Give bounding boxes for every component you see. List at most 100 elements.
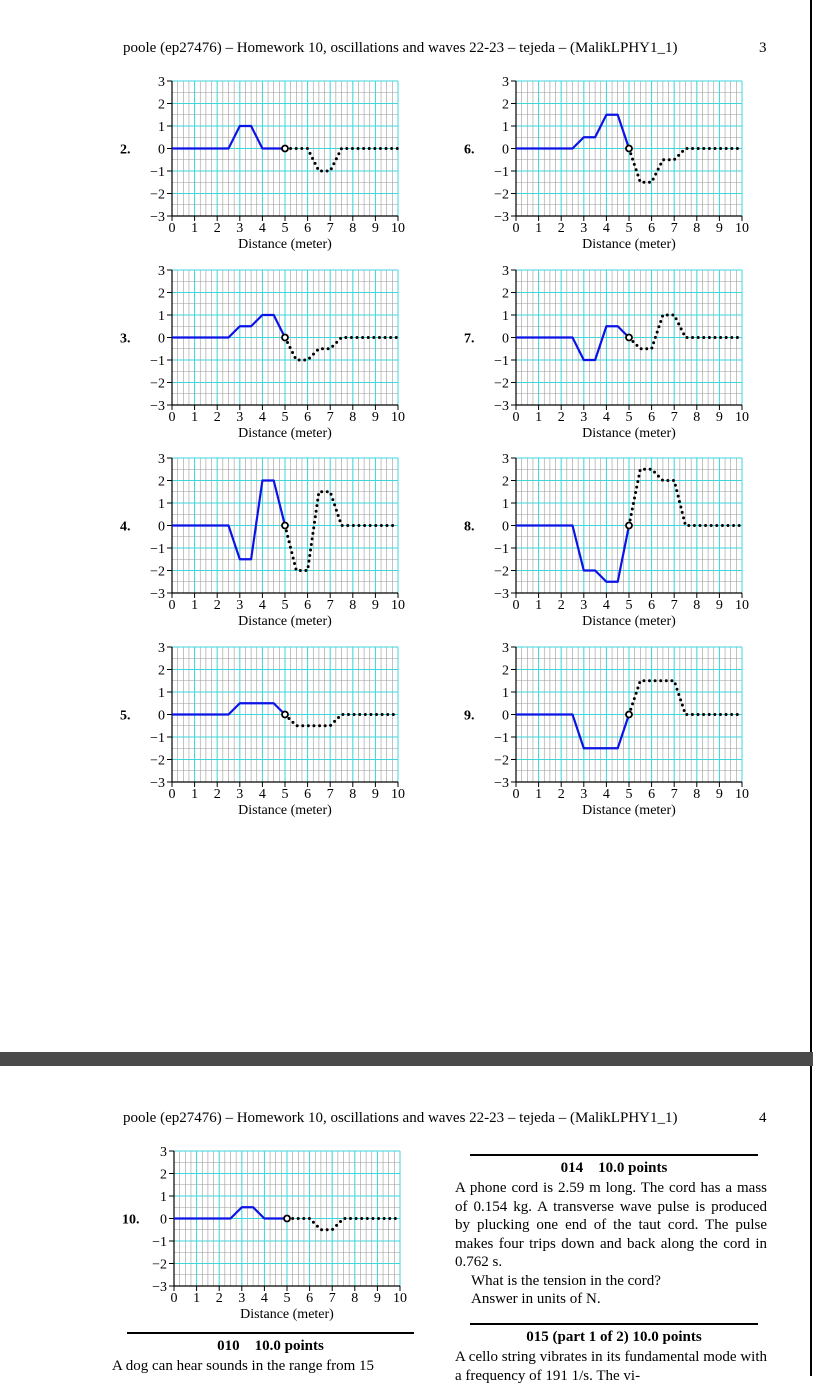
rule [470, 1323, 758, 1325]
x-tick-label: 4 [603, 787, 610, 802]
y-tick-label: 2 [158, 287, 165, 302]
problem-label: 10. [122, 1213, 140, 1228]
problem-body: A cello string vibrates in its fundament… [455, 1348, 767, 1385]
x-tick-label: 7 [327, 410, 334, 425]
x-tick-label: 1 [191, 221, 198, 236]
x-tick-label: 10 [391, 221, 405, 236]
x-tick-label: 9 [372, 598, 379, 613]
problem-label: 7. [464, 332, 475, 347]
y-tick-label: 3 [158, 264, 165, 279]
y-tick-label: −2 [494, 188, 509, 203]
y-tick-label: −3 [150, 399, 165, 414]
y-tick-label: 1 [502, 120, 509, 135]
rule [470, 1154, 758, 1156]
x-tick-label: 1 [191, 410, 198, 425]
x-tick-label: 5 [626, 598, 633, 613]
x-tick-label: 8 [693, 787, 700, 802]
y-tick-label: 2 [158, 475, 165, 490]
x-tick-label: 5 [284, 1291, 291, 1306]
x-tick-label: 0 [169, 598, 176, 613]
x-tick-label: 7 [327, 598, 334, 613]
x-tick-label: 3 [580, 410, 587, 425]
y-tick-label: 3 [502, 452, 509, 467]
x-tick-label: 3 [236, 410, 243, 425]
problem-label: 5. [120, 709, 131, 724]
x-tick-label: 10 [391, 787, 405, 802]
x-tick-label: 0 [513, 598, 520, 613]
x-tick-label: 1 [535, 221, 542, 236]
x-tick-label: 0 [169, 221, 176, 236]
problem-heading: 014 10.0 points [470, 1160, 758, 1177]
x-tick-label: 2 [214, 598, 221, 613]
x-tick-label: 6 [306, 1291, 313, 1306]
y-tick-label: −3 [494, 776, 509, 791]
x-tick-label: 4 [259, 787, 266, 802]
x-tick-label: 8 [349, 221, 356, 236]
y-tick-label: 2 [502, 664, 509, 679]
point-marker [625, 710, 633, 719]
x-tick-label: 3 [580, 787, 587, 802]
x-tick-label: 5 [626, 787, 633, 802]
x-tick-label: 4 [259, 410, 266, 425]
point-marker [625, 144, 633, 153]
page-edge [810, 0, 812, 1052]
x-tick-label: 1 [193, 1291, 200, 1306]
x-tick-label: 2 [558, 787, 565, 802]
x-tick-label: 6 [648, 598, 655, 613]
problem-heading: 015 (part 1 of 2) 10.0 points [470, 1329, 758, 1346]
problem-body: A phone cord is 2.59 m long. The cord ha… [455, 1179, 767, 1309]
problem-heading: 010 10.0 points [127, 1338, 414, 1355]
x-tick-label: 3 [580, 598, 587, 613]
y-tick-label: 2 [502, 98, 509, 113]
y-tick-label: 0 [502, 332, 509, 347]
y-tick-label: 1 [502, 686, 509, 701]
x-tick-label: 0 [513, 787, 520, 802]
x-tick-label: 7 [671, 410, 678, 425]
x-tick-label: 2 [214, 787, 221, 802]
x-tick-label: 10 [393, 1291, 407, 1306]
problem-label: 2. [120, 143, 131, 158]
x-tick-label: 6 [304, 410, 311, 425]
y-tick-label: 3 [160, 1145, 167, 1160]
page-number: 3 [759, 40, 767, 56]
x-tick-label: 1 [191, 598, 198, 613]
x-axis-label: Distance (meter) [240, 1307, 334, 1322]
x-tick-label: 3 [238, 1291, 245, 1306]
x-tick-label: 4 [603, 221, 610, 236]
x-tick-label: 6 [648, 787, 655, 802]
point-marker [625, 333, 633, 342]
x-tick-label: 10 [735, 598, 749, 613]
wave-line [283, 490, 400, 572]
x-axis-label: Distance (meter) [238, 237, 332, 252]
x-tick-label: 9 [716, 221, 723, 236]
y-tick-label: 3 [158, 452, 165, 467]
y-tick-label: −1 [494, 165, 509, 180]
x-tick-label: 9 [374, 1291, 381, 1306]
y-tick-label: 2 [502, 475, 509, 490]
y-tick-label: −1 [494, 542, 509, 557]
x-axis-label: Distance (meter) [238, 426, 332, 441]
x-tick-label: 5 [282, 598, 289, 613]
y-tick-label: −1 [150, 542, 165, 557]
x-tick-label: 10 [391, 410, 405, 425]
point-marker [281, 333, 289, 342]
y-tick-label: 1 [502, 309, 509, 324]
y-tick-label: −1 [152, 1235, 167, 1250]
x-tick-label: 7 [327, 787, 334, 802]
y-tick-label: 0 [502, 143, 509, 158]
y-tick-label: 3 [502, 641, 509, 656]
x-tick-label: 2 [558, 410, 565, 425]
x-tick-label: 7 [671, 598, 678, 613]
y-tick-label: −1 [494, 731, 509, 746]
x-tick-label: 8 [349, 598, 356, 613]
y-tick-label: 3 [502, 264, 509, 279]
y-tick-label: −1 [150, 354, 165, 369]
wave-line [172, 702, 286, 716]
y-tick-label: 2 [502, 287, 509, 302]
x-tick-label: 4 [259, 221, 266, 236]
x-tick-label: 10 [735, 410, 749, 425]
